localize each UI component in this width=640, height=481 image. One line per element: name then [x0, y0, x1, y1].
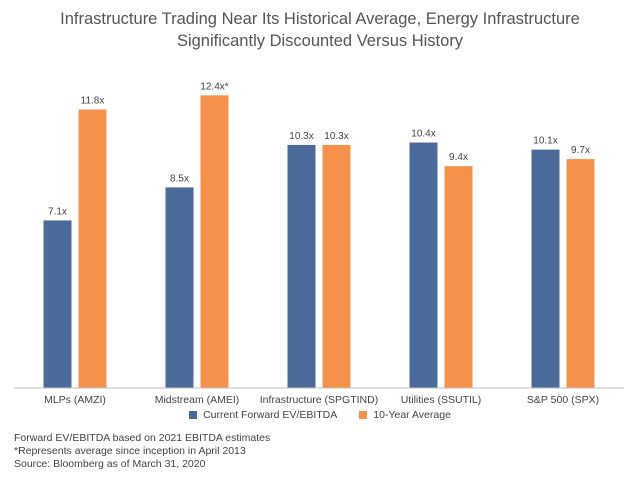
- legend-item-current: Current Forward EV/EBITDA: [189, 409, 337, 421]
- data-label-infrastructure-spgtind-current: 10.3x: [289, 131, 313, 142]
- bar-midstream-amei-current: [165, 187, 194, 388]
- chart-title-line-2: Significantly Discounted Versus History: [176, 32, 464, 50]
- category-label-mlps-amzi: MLPs (AMZI): [44, 394, 106, 406]
- category-label-infrastructure-spgtind: Infrastructure (SPGTIND): [260, 394, 378, 406]
- footnote-1: Forward EV/EBITDA based on 2021 EBITDA e…: [14, 432, 271, 444]
- data-label-infrastructure-spgtind-average: 10.3x: [324, 131, 348, 142]
- bar-mlps-amzi-current: [43, 220, 72, 388]
- chart-title: Infrastructure Trading Near Its Historic…: [0, 8, 640, 52]
- bar-infrastructure-spgtind-current: [287, 144, 316, 388]
- bar-infrastructure-spgtind-average: [322, 144, 351, 388]
- category-label-midstream-amei: Midstream (AMEI): [155, 394, 240, 406]
- category-label-s-p-500-spx: S&P 500 (SPX): [527, 394, 599, 406]
- data-label-s-p-500-spx-current: 10.1x: [533, 136, 557, 147]
- legend-label-average: 10-Year Average: [373, 409, 451, 421]
- footnotes: Forward EV/EBITDA based on 2021 EBITDA e…: [14, 432, 270, 471]
- legend-swatch-current: [189, 411, 198, 419]
- data-label-s-p-500-spx-average: 9.7x: [571, 145, 590, 156]
- bar-utilities-ssutil-current: [409, 142, 438, 388]
- data-label-utilities-ssutil-average: 9.4x: [449, 152, 468, 163]
- category-label-utilities-ssutil: Utilities (SSUTIL): [401, 394, 482, 406]
- data-label-midstream-amei-current: 8.5x: [170, 173, 189, 184]
- bar-s-p-500-spx-current: [531, 149, 560, 388]
- bar-mlps-amzi-average: [78, 109, 107, 389]
- bar-s-p-500-spx-average: [566, 159, 595, 388]
- bar-utilities-ssutil-average: [444, 166, 473, 388]
- legend: Current Forward EV/EBITDA 10-Year Averag…: [0, 409, 640, 421]
- chart-title-line-1: Infrastructure Trading Near Its Historic…: [60, 10, 580, 28]
- legend-item-average: 10-Year Average: [359, 409, 451, 421]
- data-label-mlps-amzi-average: 11.8x: [81, 96, 105, 107]
- data-label-midstream-amei-average: 12.4x*: [200, 81, 228, 92]
- footnote-2: *Represents average since inception in A…: [14, 445, 246, 457]
- footnote-3: Source: Bloomberg as of March 31, 2020: [14, 458, 206, 470]
- legend-label-current: Current Forward EV/EBITDA: [203, 409, 338, 421]
- legend-swatch-average: [359, 411, 368, 419]
- data-label-mlps-amzi-current: 7.1x: [48, 206, 67, 217]
- data-label-utilities-ssutil-current: 10.4x: [411, 129, 435, 140]
- bar-midstream-amei-average: [200, 95, 229, 389]
